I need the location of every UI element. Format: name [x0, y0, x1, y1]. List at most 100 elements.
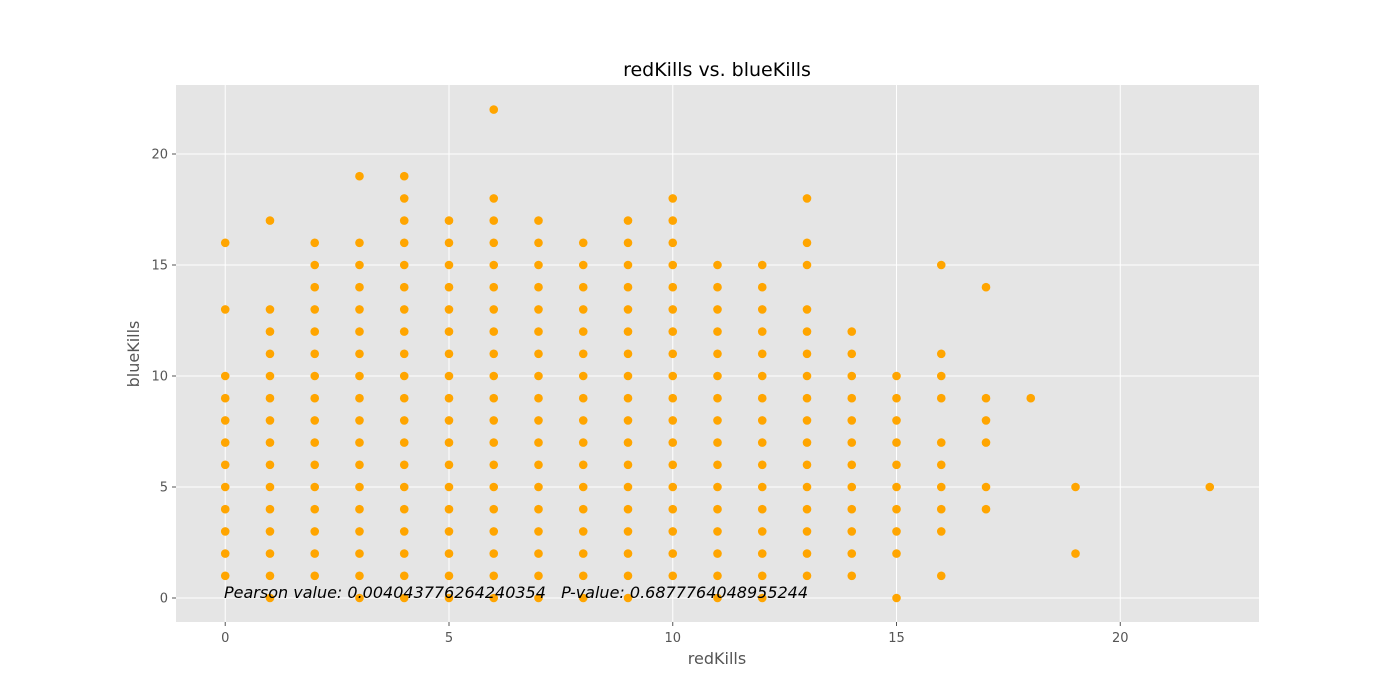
data-point: [892, 593, 901, 603]
data-point: [444, 371, 454, 381]
data-point: [802, 571, 812, 581]
data-point: [578, 571, 588, 581]
data-point: [534, 416, 543, 425]
data-point: [355, 416, 364, 425]
data-point: [623, 416, 633, 425]
data-point: [668, 349, 678, 359]
data-point: [713, 260, 722, 270]
data-point: [623, 216, 633, 225]
data-point: [265, 327, 275, 336]
data-point: [847, 549, 857, 558]
data-point: [355, 371, 364, 381]
data-point: [981, 482, 991, 492]
data-point: [444, 393, 454, 403]
data-point: [444, 327, 454, 336]
data-point: [220, 438, 230, 447]
data-point: [981, 416, 991, 425]
x-tick-label: 5: [445, 631, 453, 646]
data-point: [936, 460, 946, 470]
data-point: [713, 571, 722, 581]
data-point: [623, 593, 633, 603]
data-point: [399, 260, 409, 270]
data-point: [265, 504, 275, 514]
data-point: [757, 593, 767, 603]
data-point: [310, 393, 320, 403]
data-point: [713, 438, 722, 447]
y-tick-label: 15: [151, 259, 168, 274]
data-point: [399, 460, 409, 470]
data-point: [489, 216, 499, 225]
data-point: [936, 527, 946, 536]
data-point: [355, 527, 364, 536]
data-point: [936, 571, 946, 581]
data-point: [713, 305, 722, 314]
data-point: [981, 393, 991, 403]
data-point: [802, 549, 812, 558]
data-point: [802, 504, 812, 514]
data-point: [534, 549, 543, 558]
data-point: [310, 504, 320, 514]
data-point: [847, 393, 857, 403]
data-point: [265, 438, 275, 447]
data-point: [757, 438, 767, 447]
data-point: [802, 260, 812, 270]
data-point: [578, 238, 588, 248]
data-point: [936, 260, 946, 270]
data-point: [668, 305, 678, 314]
data-point: [802, 238, 812, 248]
data-point: [489, 327, 499, 336]
data-point: [713, 482, 722, 492]
data-point: [892, 504, 901, 514]
data-point: [310, 238, 320, 248]
data-point: [399, 216, 409, 225]
data-point: [489, 527, 499, 536]
data-point: [936, 393, 946, 403]
data-point: [220, 460, 230, 470]
data-point: [757, 571, 767, 581]
data-point: [444, 238, 454, 248]
data-point: [623, 371, 633, 381]
data-point: [399, 593, 409, 603]
data-point: [265, 305, 275, 314]
data-point: [623, 504, 633, 514]
data-point: [399, 571, 409, 581]
data-point: [578, 527, 588, 536]
data-point: [534, 571, 543, 581]
data-point: [310, 327, 320, 336]
data-point: [1071, 482, 1080, 492]
data-point: [220, 527, 230, 536]
data-point: [757, 327, 767, 336]
data-point: [444, 305, 454, 314]
data-point: [399, 327, 409, 336]
data-point: [981, 282, 991, 292]
data-point: [578, 593, 588, 603]
data-point: [489, 260, 499, 270]
data-point: [802, 438, 812, 447]
data-point: [399, 194, 409, 203]
data-point: [444, 260, 454, 270]
data-point: [489, 393, 499, 403]
data-point: [623, 571, 633, 581]
data-point: [220, 416, 230, 425]
data-point: [534, 282, 543, 292]
data-point: [757, 504, 767, 514]
data-point: [399, 504, 409, 514]
data-point: [713, 549, 722, 558]
x-axis-ticks: 0 5 10 15 20: [221, 622, 1129, 646]
data-point: [489, 371, 499, 381]
data-point: [534, 393, 543, 403]
data-point: [578, 504, 588, 514]
chart-title: redKills vs. blueKills: [623, 59, 811, 81]
data-point: [444, 216, 454, 225]
y-tick-label: 0: [160, 592, 168, 607]
data-point: [981, 504, 991, 514]
data-point: [489, 416, 499, 425]
x-tick-label: 0: [221, 631, 229, 646]
data-point: [489, 438, 499, 447]
data-point: [355, 171, 364, 181]
data-point: [310, 460, 320, 470]
data-point: [399, 349, 409, 359]
data-point: [444, 438, 454, 447]
data-point: [220, 549, 230, 558]
